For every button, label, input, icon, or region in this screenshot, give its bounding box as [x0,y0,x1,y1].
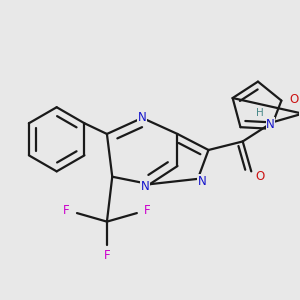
Text: F: F [63,204,70,218]
Text: N: N [198,175,206,188]
Text: O: O [255,170,264,183]
Text: N: N [141,180,150,193]
Text: H: H [256,108,264,118]
Text: N: N [266,118,275,131]
Text: F: F [103,249,110,262]
Text: N: N [138,111,147,124]
Text: O: O [290,93,299,106]
Text: F: F [144,204,151,218]
